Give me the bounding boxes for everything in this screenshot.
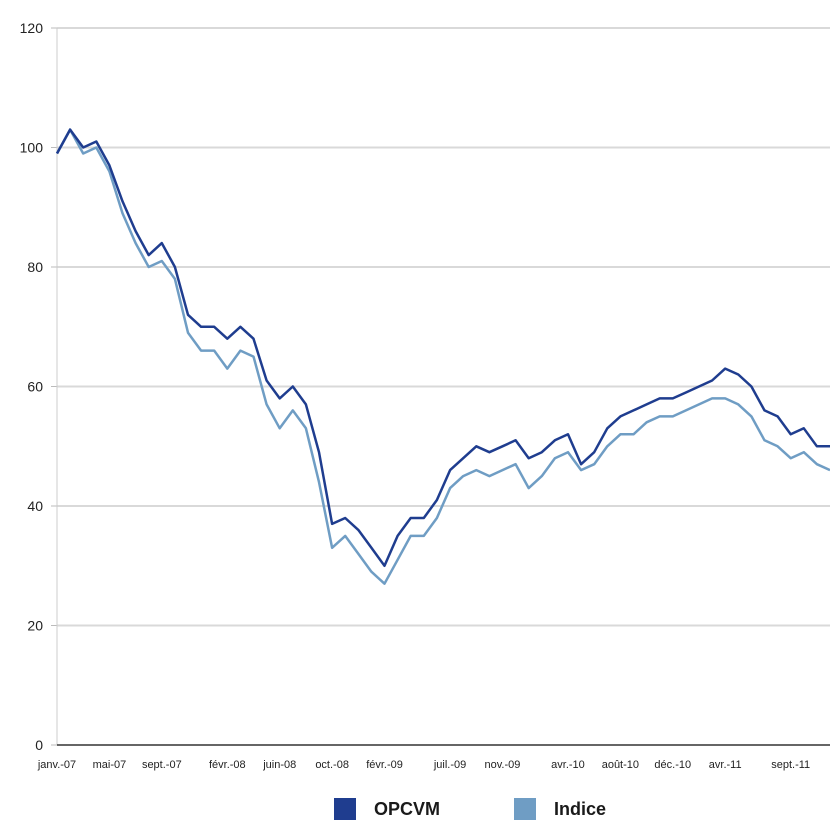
x-tick-label: sept.-07 [142, 759, 182, 771]
x-tick-label: janv.-07 [37, 759, 76, 771]
y-tick-label: 80 [27, 259, 43, 275]
legend-swatch-indice [514, 798, 536, 820]
line-chart: 0 20 40 60 80 100 120 janv.-07 mai-07 sept.-07 fé… [20, 20, 830, 771]
x-tick-label: sept.-11 [771, 759, 810, 771]
gridlines [57, 27, 830, 627]
y-axis-ticks: 0 20 40 60 80 100 120 [20, 20, 57, 753]
y-tick-label: 60 [27, 379, 43, 395]
series-line-opcvm [55, 128, 830, 568]
x-tick-label: déc.-10 [654, 759, 691, 771]
x-tick-label: févr.-08 [209, 759, 246, 771]
y-tick-label: 20 [27, 618, 43, 634]
y-tick-label: 0 [35, 737, 43, 753]
series-lines [55, 128, 830, 585]
series-line-indice [55, 128, 830, 585]
y-tick-label: 100 [20, 140, 44, 156]
x-tick-label: juin-08 [262, 759, 296, 771]
x-tick-label: août-10 [602, 759, 639, 771]
x-axis-ticks: janv.-07 mai-07 sept.-07 févr.-08 juin-08 oct… [37, 759, 810, 771]
x-tick-label: févr.-09 [366, 759, 403, 771]
x-tick-label: avr.-11 [709, 759, 742, 771]
legend-item-opcvm[interactable]: OPCVM [334, 796, 440, 822]
legend: OPCVM Indice [0, 796, 830, 822]
x-tick-label: avr.-10 [551, 759, 585, 771]
x-tick-label: juil.-09 [433, 759, 466, 771]
legend-swatch-opcvm [334, 798, 356, 820]
x-tick-label: oct.-08 [315, 759, 349, 771]
y-tick-label: 40 [27, 498, 43, 514]
x-tick-label: nov.-09 [485, 759, 521, 771]
legend-item-indice[interactable]: Indice [514, 796, 606, 822]
legend-label-indice: Indice [554, 798, 607, 819]
x-tick-label: mai-07 [93, 759, 127, 771]
legend-label-opcvm: OPCVM [374, 798, 441, 819]
y-tick-label: 120 [20, 20, 44, 36]
axes [56, 28, 830, 746]
